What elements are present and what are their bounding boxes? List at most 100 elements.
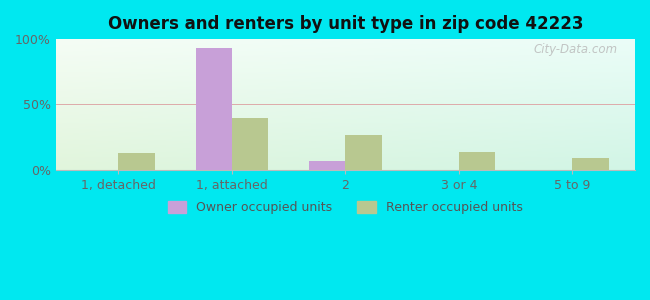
Bar [270, 115, 276, 116]
Bar [224, 152, 229, 153]
Bar [131, 68, 137, 69]
Bar [606, 139, 612, 140]
Bar [496, 98, 502, 99]
Bar [566, 144, 571, 145]
Bar [137, 120, 142, 122]
Bar [160, 112, 166, 114]
Bar [415, 51, 421, 52]
Bar [253, 61, 259, 62]
Bar [166, 46, 172, 48]
Bar [253, 72, 259, 73]
Bar [84, 40, 90, 41]
Bar [531, 111, 536, 112]
Bar [229, 93, 235, 94]
Bar [380, 114, 386, 115]
Bar [299, 69, 305, 70]
Bar [426, 94, 432, 95]
Bar [229, 82, 235, 83]
Bar [386, 168, 392, 169]
Bar [380, 148, 386, 149]
Bar [276, 148, 281, 149]
Bar [386, 118, 392, 119]
Bar [299, 132, 305, 134]
Bar [166, 149, 172, 151]
Bar [201, 66, 206, 68]
Bar [478, 102, 484, 103]
Bar [502, 76, 508, 77]
Bar [444, 65, 450, 66]
Bar [241, 76, 247, 77]
Bar [322, 158, 328, 160]
Bar [131, 41, 137, 43]
Bar [322, 62, 328, 64]
Bar [183, 130, 189, 131]
Bar [131, 158, 137, 160]
Bar [68, 115, 73, 116]
Bar [235, 165, 241, 166]
Bar [102, 124, 108, 125]
Bar [229, 122, 235, 123]
Bar [293, 111, 299, 112]
Bar [595, 157, 600, 158]
Bar [374, 91, 380, 93]
Bar [68, 124, 73, 125]
Bar [525, 64, 531, 65]
Bar [235, 55, 241, 56]
Bar [166, 136, 172, 137]
Bar [102, 153, 108, 154]
Bar [253, 94, 259, 95]
Bar [438, 154, 444, 156]
Bar [79, 57, 84, 58]
Bar [206, 140, 212, 141]
Bar [241, 141, 247, 142]
Bar [345, 57, 351, 58]
Bar [374, 110, 380, 111]
Bar [618, 40, 623, 41]
Bar [120, 134, 125, 135]
Bar [79, 60, 84, 61]
Bar [600, 89, 606, 90]
Bar [623, 89, 629, 90]
Bar [525, 68, 531, 69]
Bar [612, 99, 618, 101]
Bar [334, 89, 339, 90]
Bar [496, 110, 502, 111]
Bar [577, 61, 583, 62]
Bar [623, 72, 629, 73]
Bar [235, 98, 241, 99]
Bar [502, 148, 508, 149]
Bar [554, 73, 560, 74]
Bar [560, 128, 566, 130]
Bar [398, 122, 403, 123]
Bar [351, 72, 357, 73]
Bar [73, 136, 79, 137]
Bar [125, 130, 131, 131]
Bar [166, 112, 172, 114]
Bar [403, 97, 409, 98]
Bar [166, 107, 172, 108]
Bar [259, 86, 265, 87]
Bar [490, 111, 496, 112]
Bar [56, 76, 62, 77]
Bar [612, 74, 618, 76]
Bar [90, 78, 96, 80]
Bar [583, 142, 589, 144]
Bar [432, 98, 438, 99]
Bar [120, 120, 125, 122]
Bar [56, 74, 62, 76]
Bar [259, 152, 265, 153]
Bar [142, 153, 148, 154]
Bar [623, 161, 629, 162]
Bar [241, 115, 247, 116]
Bar [172, 107, 177, 108]
Bar [595, 107, 600, 108]
Bar [293, 60, 299, 61]
Bar [224, 95, 229, 97]
Bar [259, 49, 265, 51]
Bar [496, 164, 502, 165]
Bar [421, 111, 426, 112]
Bar [114, 114, 120, 115]
Bar [606, 90, 612, 91]
Bar [299, 91, 305, 93]
Bar [79, 112, 84, 114]
